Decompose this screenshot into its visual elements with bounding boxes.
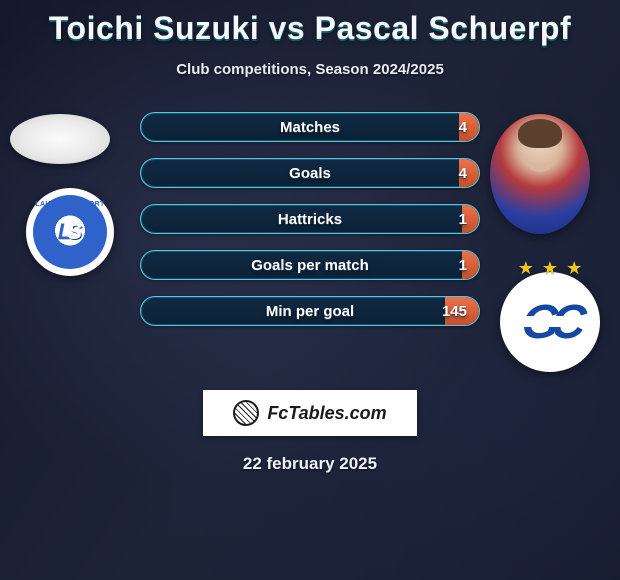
stat-label: Goals xyxy=(289,165,331,182)
stat-row: Hattricks 1 xyxy=(140,204,480,234)
player1-club-logo: LAUSANNE SPORT LS xyxy=(26,188,114,276)
page-title: Toichi Suzuki vs Pascal Schuerpf xyxy=(0,0,620,47)
stat-label: Hattricks xyxy=(278,211,342,228)
club2-stars: ★ ★ ★ xyxy=(500,258,600,279)
player1-avatar xyxy=(10,114,110,164)
fctables-icon xyxy=(233,400,259,426)
star-icon: ★ xyxy=(518,258,534,279)
stat-rows: Matches 4 Goals 4 Hattricks 1 Goals per match 1… xyxy=(140,112,480,326)
watermark: FcTables.com xyxy=(203,390,417,436)
stat-right-value: 4 xyxy=(459,159,467,187)
date-label: 22 february 2025 xyxy=(0,454,620,474)
player1-name: Toichi Suzuki xyxy=(49,10,259,46)
stat-right-value: 1 xyxy=(459,251,467,279)
stat-row: Min per goal 145 xyxy=(140,296,480,326)
comparison-stage: LAUSANNE SPORT LS ★ ★ ★ GC Matches4Goals… xyxy=(0,108,620,368)
subtitle: Club competitions, Season 2024/2025 xyxy=(0,61,620,78)
stat-row: Goals per match 1 xyxy=(140,250,480,280)
stat-row: Goals 4 xyxy=(140,158,480,188)
stat-label: Goals per match xyxy=(251,257,369,274)
club2-band xyxy=(510,316,589,327)
stat-label: Matches xyxy=(280,119,340,136)
player2-avatar xyxy=(490,114,590,234)
club1-initials: LS xyxy=(58,219,82,245)
stat-row: Matches 4 xyxy=(140,112,480,142)
club1-arc-text: LAUSANNE SPORT xyxy=(33,201,107,208)
vs-separator: vs xyxy=(269,10,306,46)
stat-label: Min per goal xyxy=(266,303,354,320)
stat-right-value: 4 xyxy=(459,113,467,141)
player2-name: Pascal Schuerpf xyxy=(315,10,572,46)
watermark-text: FcTables.com xyxy=(267,403,386,423)
player2-club-logo: ★ ★ ★ GC xyxy=(500,272,600,372)
stat-right-value: 145 xyxy=(442,297,467,325)
star-icon: ★ xyxy=(566,258,582,279)
stat-right-value: 1 xyxy=(459,205,467,233)
star-icon: ★ xyxy=(542,258,558,279)
